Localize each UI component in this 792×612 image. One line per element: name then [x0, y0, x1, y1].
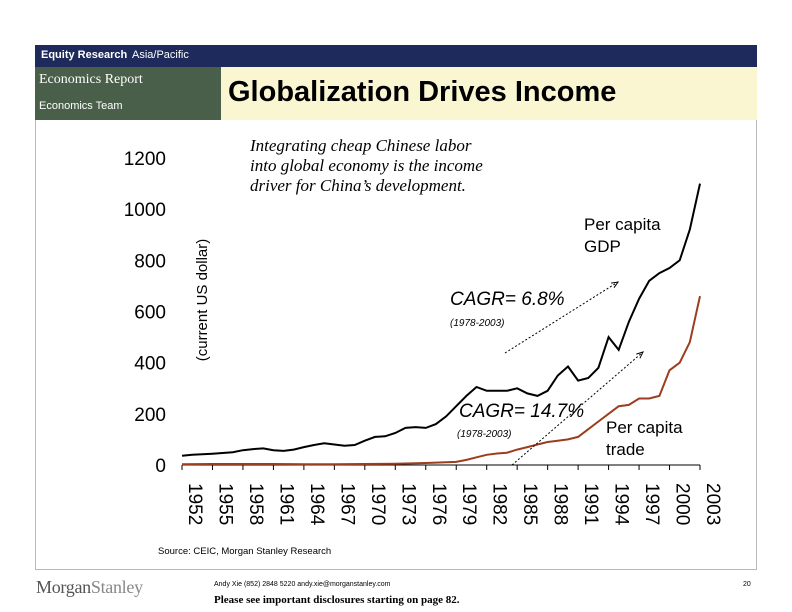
trade-series-line — [181, 295, 701, 466]
x-tick-label: 1985 — [519, 483, 540, 525]
trend-arrow-head — [611, 281, 620, 288]
x-tick-label: 1997 — [641, 483, 662, 525]
chart-annotation: Integrating cheap Chinese labor into glo… — [250, 136, 483, 195]
y-tick-label: 600 — [134, 303, 166, 324]
cagr-period: (1978-2003) — [450, 318, 504, 329]
x-tick-label: 1952 — [184, 483, 205, 525]
cagr-label: CAGR= 6.8% — [450, 289, 565, 310]
logo-word-morgan: Morgan — [36, 577, 91, 597]
x-tick-label: 1979 — [458, 483, 479, 525]
y-tick-label: 0 — [155, 456, 166, 477]
gdp-series-label: Per capita — [584, 215, 661, 234]
y-tick-label: 400 — [134, 354, 166, 375]
region-label: Asia/Pacific — [132, 49, 189, 61]
division-label: Equity Research — [41, 49, 128, 61]
y-tick-label: 1000 — [124, 200, 166, 221]
disclosure-note: Please see important disclosures startin… — [214, 594, 460, 606]
x-tick-label: 1976 — [428, 483, 449, 525]
trend-arrow-line — [511, 351, 644, 466]
contact-line: Andy Xie (852) 2848 5220 andy.xie@morgan… — [214, 581, 391, 588]
y-tick-label: 800 — [134, 251, 166, 272]
page-title: Globalization Drives Income — [228, 76, 617, 108]
x-tick-label: 1961 — [275, 483, 296, 525]
frame-left-divider — [35, 120, 36, 570]
x-tick-label: 1970 — [367, 483, 388, 525]
morgan-stanley-logo: MorganStanley — [36, 577, 143, 598]
x-tick-label: 1982 — [489, 483, 510, 525]
frame-bottom-divider — [35, 569, 757, 570]
report-panel: Economics Report Economics Team — [35, 67, 221, 120]
report-type: Economics Report — [39, 72, 143, 87]
logo-word-stanley: Stanley — [90, 577, 143, 597]
trend-arrow-head — [636, 351, 644, 359]
title-box: Globalization Drives Income — [221, 67, 757, 120]
y-tick-label: 1200 — [124, 149, 166, 170]
frame-right-divider — [756, 120, 757, 570]
x-tick-label: 1973 — [397, 483, 418, 525]
source-note: Source: CEIC, Morgan Stanley Research — [158, 546, 332, 557]
y-tick-label: 200 — [134, 405, 166, 426]
x-tick-label: 2000 — [672, 483, 693, 525]
y-axis-label: (current US dollar) — [194, 239, 211, 362]
cagr-period: (1978-2003) — [457, 429, 511, 440]
team-label: Economics Team — [39, 100, 123, 112]
x-tick-label: 1964 — [306, 483, 327, 526]
cagr-label: CAGR= 14.7% — [459, 401, 584, 422]
x-tick-label: 1958 — [245, 483, 266, 525]
x-tick-label: 1967 — [336, 483, 357, 525]
page-number: 20 — [743, 581, 751, 588]
gdp-series-label: GDP — [584, 237, 621, 256]
trade-series-label: Per capita — [606, 418, 683, 437]
gdp-series-line — [181, 183, 701, 457]
x-tick-label: 1991 — [580, 483, 601, 525]
x-tick-label: 1955 — [214, 483, 235, 525]
x-tick-label: 1988 — [550, 483, 571, 525]
x-tick-label: 2003 — [702, 483, 723, 525]
trade-series-label: trade — [606, 440, 645, 459]
header-bar: Equity Research Asia/Pacific — [35, 45, 757, 67]
x-tick-label: 1994 — [611, 483, 632, 526]
